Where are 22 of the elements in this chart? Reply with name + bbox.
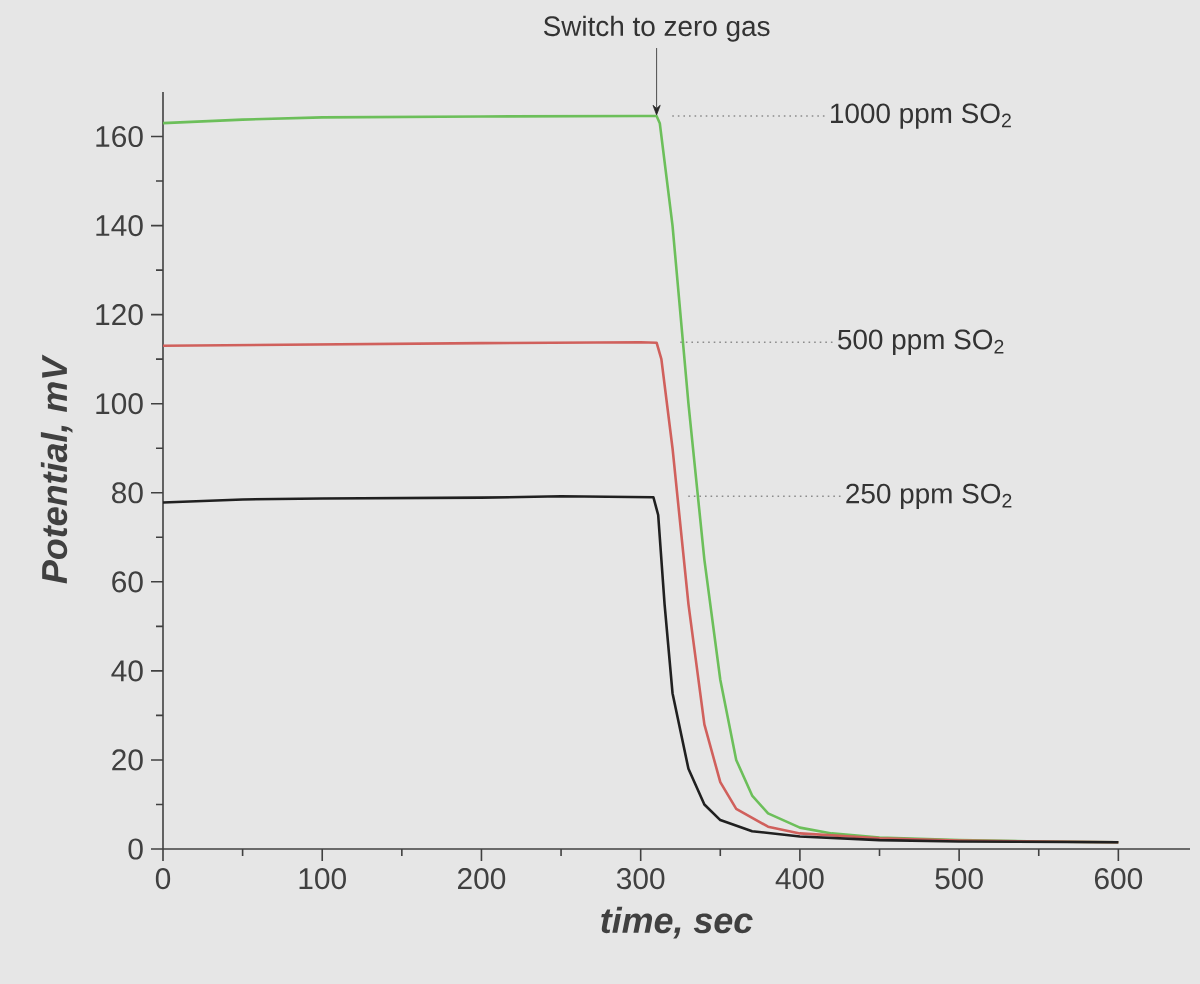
y-tick-label: 140	[96, 214, 143, 237]
y-tick-label: 100	[96, 393, 143, 415]
annotation: 500 ppm SO$_{2}$	[838, 329, 1004, 355]
y-tick-label: 20	[112, 749, 143, 771]
x-tick-label: 100	[299, 868, 346, 890]
y-tick-label: 120	[96, 304, 143, 326]
x-tick-label: 200	[458, 868, 506, 890]
annotation: 1000 ppm SO$_{2}$	[831, 103, 1011, 129]
annotation: 250 ppm SO$_{2}$	[846, 483, 1012, 509]
y-tick-label: 40	[111, 660, 143, 682]
x-tick-label: 300	[616, 868, 665, 890]
x-axis-title: time, sec	[601, 906, 753, 939]
x-tick-label: 400	[775, 868, 824, 890]
x-tick-label: 0	[155, 868, 171, 890]
y-tick-label: 60	[112, 571, 143, 593]
x-tick-label: 600	[1094, 868, 1143, 890]
x-tick-label: 500	[935, 868, 983, 890]
annotation: Switch to zero gas	[543, 15, 770, 42]
y-axis-title: Potential, mV	[40, 354, 73, 584]
y-tick-label: 80	[112, 482, 143, 504]
y-tick-label: 160	[96, 125, 143, 148]
y-tick-label: 0	[128, 838, 143, 860]
